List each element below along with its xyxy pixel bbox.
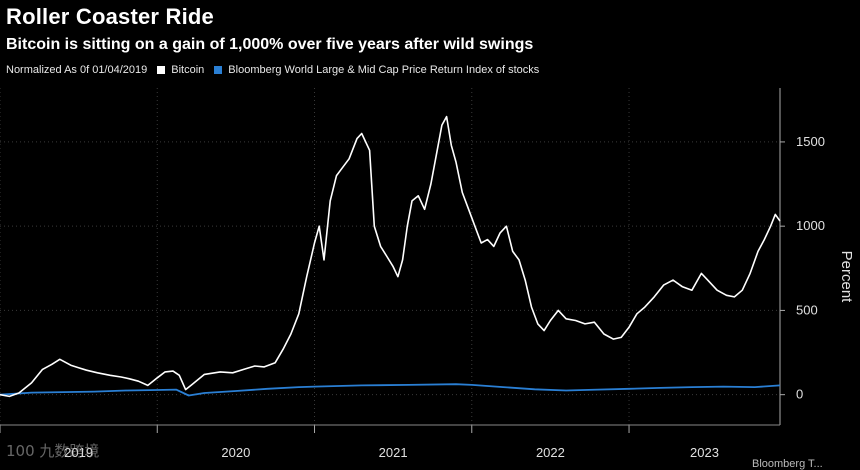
x-tick-label: 2021	[379, 445, 408, 460]
y-tick-label: 0	[796, 387, 803, 402]
y-axis-label: Percent	[838, 251, 855, 304]
x-tick-label: 2019	[64, 445, 93, 460]
series-line-stocks	[0, 383, 781, 397]
legend-swatch-bitcoin	[157, 66, 166, 74]
x-tick-label: 2022	[536, 445, 565, 460]
y-tick-label: 1000	[796, 218, 825, 233]
legend-label-bitcoin: Bitcoin	[171, 64, 205, 76]
legend-swatch-stocks	[214, 66, 223, 74]
legend-label-stocks: Bloomberg World Large & Mid Cap Price Re…	[228, 64, 540, 76]
legend-prefix: Normalized As 0f 01/04/2019	[6, 64, 148, 76]
y-tick-label: 500	[796, 302, 818, 317]
x-tick-label: 2020	[221, 445, 250, 460]
watermark: 100 九数跨境	[6, 442, 100, 460]
source-label: Bloomberg T...	[752, 458, 823, 470]
x-tick-label: 2023	[690, 445, 719, 460]
chart-subtitle: Bitcoin is sitting on a gain of 1,000% o…	[6, 36, 534, 53]
legend: Normalized As 0f 01/04/2019 Bitcoin Bloo…	[6, 64, 539, 76]
chart-title: Roller Coaster Ride	[6, 4, 214, 29]
y-tick-label: 1500	[796, 134, 825, 149]
series-line-bitcoin	[0, 115, 781, 398]
